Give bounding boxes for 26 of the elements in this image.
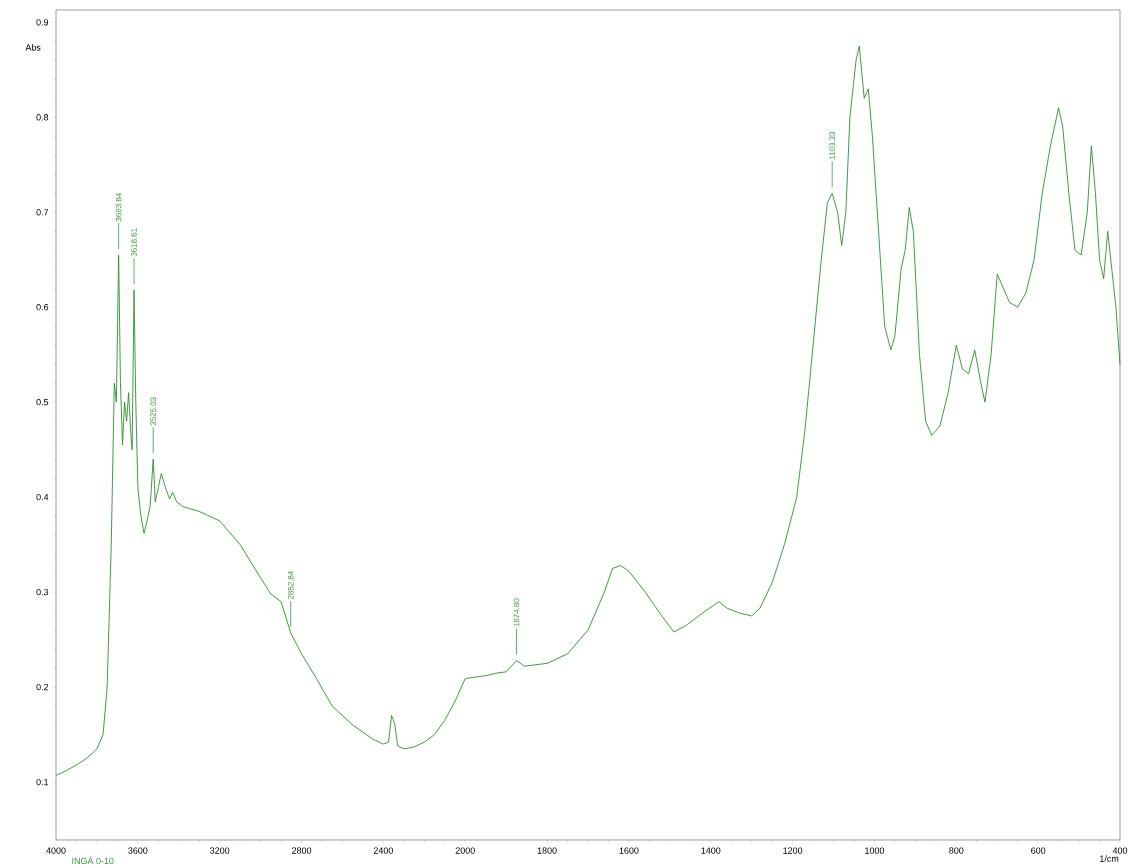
x-tick-label: 4000 <box>46 847 66 854</box>
x-tick-label: 2000 <box>455 847 475 854</box>
text: INGÁ 0-10 <box>72 856 114 865</box>
x-tick-label: 400 <box>1112 847 1128 854</box>
x-tick-label: 1000 <box>865 847 885 854</box>
y-tick-label: 0.3 <box>36 588 49 596</box>
x-axis-title: 1/cm <box>1100 855 1119 862</box>
y-tick-label: 0.5 <box>36 399 49 406</box>
x-tick-label: 600 <box>1031 847 1046 854</box>
y-tick-label: 0.7 <box>36 209 49 216</box>
y-tick-label: 0.4 <box>36 493 49 501</box>
y-tick-label: 0.9 <box>36 19 49 26</box>
x-tick-label: 2800 <box>292 847 312 854</box>
x-tick-label: 1600 <box>619 847 639 854</box>
x-tick-label: 3600 <box>128 847 148 854</box>
y-tick-label: 0.8 <box>36 114 49 121</box>
x-tick-label: 2400 <box>373 847 394 854</box>
x-tick-label: 800 <box>949 847 964 854</box>
y-axis-title: Abs <box>25 44 41 51</box>
y-tick-label: 0.2 <box>36 683 49 691</box>
y-tick-label: 0.1 <box>36 778 49 786</box>
x-tick-label: 1200 <box>783 847 803 854</box>
x-tick-label: 3200 <box>210 847 230 854</box>
x-tick-label: 1800 <box>537 847 557 854</box>
y-tick-label: 0.6 <box>36 304 49 311</box>
x-tick-label: 1400 <box>701 847 721 854</box>
